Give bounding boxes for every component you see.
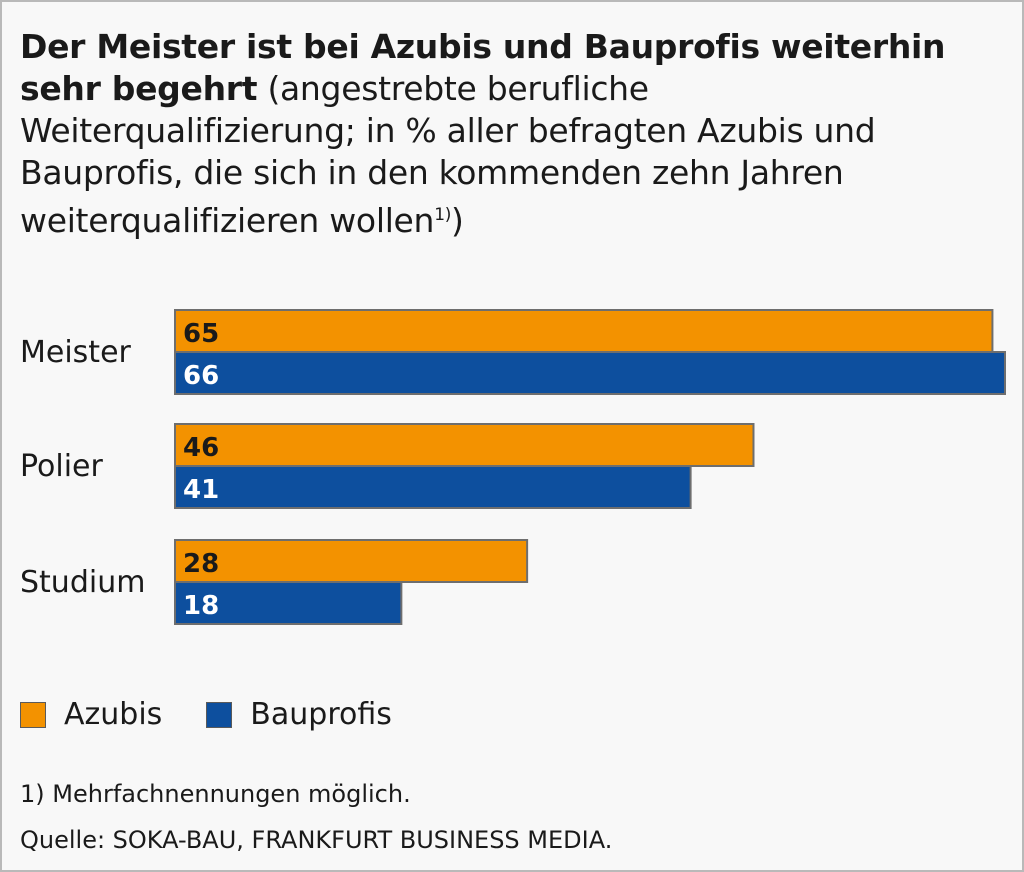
value-label-azubis-studium: 28 (183, 549, 219, 579)
category-label-studium: Studium (20, 565, 145, 600)
bar-bauprofis-studium (174, 581, 403, 625)
value-label-azubis-meister: 65 (183, 319, 219, 349)
source-note: Quelle: SOKA-BAU, FRANKFURT BUSINESS MED… (20, 826, 613, 854)
chart-title: Der Meister ist bei Azubis und Bauprofis… (20, 26, 980, 242)
value-label-bauprofis-studium: 18 (183, 591, 219, 621)
title-bold: Der Meister ist bei Azubis und Bauprofis… (20, 27, 946, 108)
legend-swatch-bauprofis (206, 701, 233, 728)
legend-label-bauprofis: Bauprofis (250, 697, 392, 732)
legend-label-azubis: Azubis (64, 697, 163, 732)
bar-bauprofis-meister (174, 351, 1006, 395)
value-label-azubis-polier: 46 (183, 433, 219, 463)
value-label-bauprofis-meister: 66 (183, 361, 219, 391)
title-footnote-marker: 1) (434, 205, 452, 225)
bar-azubis-studium (174, 539, 529, 583)
legend-swatch-azubis (20, 701, 46, 728)
bar-azubis-polier (174, 423, 755, 467)
title-subtitle: (angestrebte berufliche Weiterqualifizie… (20, 69, 876, 240)
title-closing: ) (451, 201, 464, 240)
legend-item-azubis: Azubis (20, 697, 162, 732)
category-label-meister: Meister (20, 335, 132, 370)
category-label-polier: Polier (20, 449, 104, 484)
legend: Azubis Bauprofis (20, 697, 436, 732)
bar-bauprofis-polier (174, 465, 692, 509)
bar-azubis-meister (174, 309, 994, 353)
bar-chart: Meister 65 66 Polier 46 41 Studium 28 18 (20, 309, 1006, 625)
footnote: 1) Mehrfachnennungen möglich. (20, 780, 411, 808)
legend-item-bauprofis: Bauprofis (206, 697, 392, 732)
value-label-bauprofis-polier: 41 (183, 475, 219, 505)
